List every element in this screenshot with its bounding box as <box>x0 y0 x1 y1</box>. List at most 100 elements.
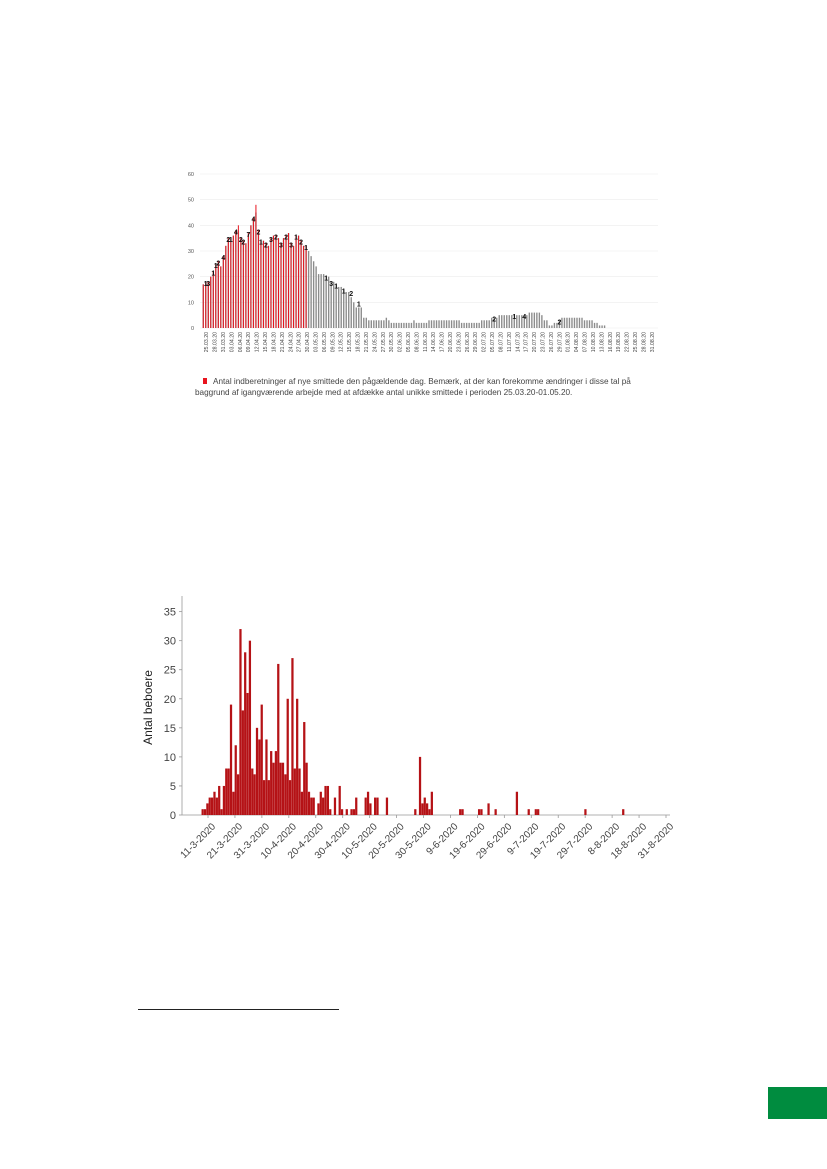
bar <box>236 774 240 815</box>
y-tick-label: 10 <box>164 752 176 764</box>
x-tick-label: 28.03.20 <box>213 332 219 352</box>
x-tick-label: 29.06.20 <box>473 332 479 352</box>
data-label: 2 <box>216 260 220 267</box>
bar <box>324 785 327 815</box>
bar <box>494 809 497 815</box>
bar <box>521 315 523 328</box>
red-bar <box>290 243 292 328</box>
bar <box>596 322 598 328</box>
bar <box>388 320 390 328</box>
bar <box>423 322 425 328</box>
x-tick-label: 23.07.20 <box>541 332 547 352</box>
data-label: 1 <box>357 301 361 308</box>
bar <box>573 317 576 328</box>
bar <box>310 797 313 815</box>
y-tick-label: 0 <box>170 810 176 822</box>
data-label: 7 <box>246 232 250 239</box>
bar <box>445 320 448 328</box>
bar <box>255 727 259 815</box>
bar <box>588 320 591 328</box>
bar <box>414 809 417 815</box>
bar <box>448 320 450 328</box>
red-bar <box>295 235 297 328</box>
bar <box>327 276 330 328</box>
bar <box>385 797 389 815</box>
bar <box>518 315 520 328</box>
data-label: 3 <box>206 281 210 288</box>
bar <box>566 317 568 328</box>
x-tick-label: 23.06.20 <box>456 332 462 352</box>
y-tick-label: 0 <box>191 326 194 332</box>
y-axis-label: Antal beboere <box>141 670 155 745</box>
bar <box>267 780 270 815</box>
bar <box>315 266 317 328</box>
bar <box>307 251 310 328</box>
bar <box>319 791 322 815</box>
x-tick-label: 17.07.20 <box>524 332 530 352</box>
data-label: 1 <box>334 283 338 290</box>
bar <box>348 292 350 328</box>
red-bar <box>262 240 264 328</box>
bar <box>246 692 249 815</box>
data-label: 1 <box>214 263 218 270</box>
bar <box>534 809 537 815</box>
x-tick-label: 07.08.20 <box>583 332 589 352</box>
bar <box>335 284 337 328</box>
red-bar <box>265 243 267 328</box>
x-tick-label: 02.07.20 <box>482 332 488 352</box>
legend-red-swatch <box>203 378 207 384</box>
bar <box>601 325 603 328</box>
y-tick-label: 30 <box>188 249 194 255</box>
bar <box>373 320 375 328</box>
bar <box>353 302 355 328</box>
data-label: 4 <box>234 229 238 236</box>
bar <box>368 320 370 328</box>
y-tick-label: 50 <box>188 198 194 204</box>
bar <box>241 710 244 815</box>
bar <box>374 797 377 815</box>
bar <box>248 640 252 815</box>
x-tick-label: 27.04.20 <box>297 332 303 352</box>
x-tick-label: 26.06.20 <box>465 332 471 352</box>
bar <box>312 797 315 815</box>
bar <box>433 320 435 328</box>
bar <box>571 317 573 328</box>
red-bar <box>278 238 280 328</box>
bar <box>465 322 468 328</box>
bar <box>603 325 606 328</box>
bar <box>591 320 593 328</box>
bar <box>234 745 237 815</box>
bar <box>366 791 370 815</box>
y-tick-label: 10 <box>188 300 194 306</box>
bar <box>548 325 551 328</box>
x-tick-label: 18.04.20 <box>271 332 277 352</box>
bar <box>296 698 299 815</box>
bar <box>508 315 510 328</box>
bar <box>395 322 398 328</box>
bar <box>463 322 465 328</box>
bar <box>225 768 228 815</box>
bar <box>277 663 280 815</box>
bar <box>378 320 380 328</box>
bar <box>460 322 463 328</box>
bar <box>408 322 410 328</box>
bar <box>330 281 332 328</box>
bar <box>206 803 209 815</box>
x-tick-label: 05.07.20 <box>490 332 496 352</box>
data-label: 1 <box>512 314 516 321</box>
bar <box>358 307 360 328</box>
red-bar <box>267 245 269 328</box>
bar <box>350 809 353 815</box>
red-bar <box>225 245 227 328</box>
bar <box>440 320 443 328</box>
red-bar <box>227 238 229 328</box>
x-tick-label: 27.05.20 <box>381 332 387 352</box>
bar <box>430 791 433 815</box>
bar <box>210 797 214 815</box>
bar <box>622 809 625 815</box>
bar <box>455 320 458 328</box>
x-tick-label: 30.04.20 <box>305 332 311 352</box>
bar <box>443 320 445 328</box>
bar <box>515 791 519 815</box>
bar <box>220 809 223 815</box>
